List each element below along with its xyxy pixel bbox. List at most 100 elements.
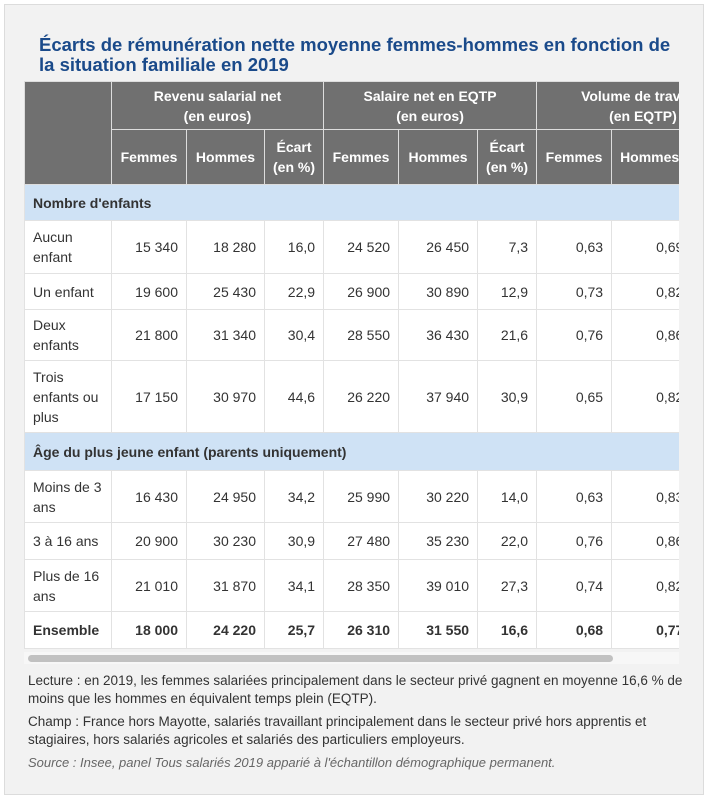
figure-title: Écarts de rémunération nette moyenne fem… <box>39 34 671 75</box>
group-label: Revenu salarial net <box>153 87 282 104</box>
group-unit: (en euros) <box>396 107 464 124</box>
section-row: Âge du plus jeune enfant (parents unique… <box>24 432 679 471</box>
cell-value: 0,74 <box>536 559 613 612</box>
cell-value: 0,63 <box>536 220 613 274</box>
cell-value: 12,9 <box>477 273 538 310</box>
cell-value: 19 600 <box>111 273 187 310</box>
cell-value: 24 520 <box>323 220 400 274</box>
cell-value: 27 480 <box>323 522 400 560</box>
cell-value: 0,73 <box>536 273 613 310</box>
cell-value: 0,65 <box>536 360 613 433</box>
cell-value: 27,3 <box>477 559 538 612</box>
cell-value: 20 900 <box>111 522 187 560</box>
cell-value: 25,7 <box>263 611 325 649</box>
group-header: Salaire net en EQTP (en euros) <box>323 81 538 130</box>
cell-value: 31 870 <box>186 559 265 612</box>
cell-value: 21 010 <box>111 559 187 612</box>
row-label: Moins de 3 ans <box>24 470 112 523</box>
scrollbar-thumb[interactable] <box>28 655 613 662</box>
cell-value: 17 150 <box>111 360 187 433</box>
group-unit: (en EQTP) <box>609 107 677 124</box>
cell-value: 28 350 <box>323 559 400 612</box>
group-unit: (en euros) <box>183 107 252 124</box>
section-row: Nombre d'enfants <box>24 184 679 221</box>
table-row: Aucun enfant 15 340 18 280 16,0 24 520 26 450… <box>24 220 679 274</box>
cell-value: 24 220 <box>186 611 265 649</box>
row-label: Ensemble <box>24 611 112 649</box>
cell-value: 0,82 <box>611 559 679 612</box>
cell-value: 0,77 <box>611 611 679 649</box>
cell-value: 16,6 <box>477 611 538 649</box>
cell-value: 26 220 <box>323 360 400 433</box>
cell-value: 22,0 <box>477 522 538 560</box>
column-header: Femmes <box>536 129 613 185</box>
group-header: Volume de travail (en EQTP) <box>536 81 679 130</box>
column-header: Hommes <box>611 129 679 185</box>
cell-value: 16,0 <box>263 220 325 274</box>
cell-value: 36 430 <box>398 309 479 361</box>
cell-value: 30,4 <box>263 309 325 361</box>
cell-value: 30 220 <box>398 470 479 523</box>
cell-value: 25 430 <box>186 273 265 310</box>
cell-value: 30 890 <box>398 273 479 310</box>
cell-value: 24 950 <box>186 470 265 523</box>
cell-value: 15 340 <box>111 220 187 274</box>
row-label: Plus de 16 ans <box>24 559 112 612</box>
cell-value: 0,82 <box>611 273 679 310</box>
cell-value: 28 550 <box>323 309 400 361</box>
table-scroll-container: Revenu salarial net (en euros) Salaire net… <box>24 81 679 661</box>
cell-value: 30,9 <box>263 522 325 560</box>
cell-value: 26 900 <box>323 273 400 310</box>
column-header: Écart (en %) <box>477 129 538 185</box>
cell-value: 35 230 <box>398 522 479 560</box>
cell-value: 30 230 <box>186 522 265 560</box>
group-header: Revenu salarial net (en euros) <box>110 81 325 130</box>
cell-value: 26 310 <box>323 611 400 649</box>
cell-value: 0,86 <box>611 522 679 560</box>
cell-value: 7,3 <box>477 220 538 274</box>
data-table: Revenu salarial net (en euros) Salaire net… <box>24 81 679 649</box>
cell-value: 18 000 <box>111 611 187 649</box>
horizontal-scrollbar[interactable] <box>24 652 679 664</box>
cell-value: 26 450 <box>398 220 479 274</box>
header-corner <box>24 81 112 185</box>
header-row-columns: Femmes Hommes Écart (en %) Femmes Hommes Écar… <box>25 129 679 185</box>
row-label: 3 à 16 ans <box>24 522 112 560</box>
column-header: Femmes <box>111 129 187 185</box>
cell-value: 39 010 <box>398 559 479 612</box>
cell-value: 34,2 <box>263 470 325 523</box>
row-label: Trois enfants ou plus <box>24 360 112 433</box>
cell-value: 16 430 <box>111 470 187 523</box>
cell-value: 21 800 <box>111 309 187 361</box>
cell-value: 0,82 <box>611 360 679 433</box>
column-header: Hommes <box>186 129 265 185</box>
row-label: Deux enfants <box>24 309 112 361</box>
row-label: Un enfant <box>24 273 112 310</box>
cell-value: 22,9 <box>263 273 325 310</box>
section-label: Nombre d'enfants <box>24 184 679 221</box>
row-label: Aucun enfant <box>24 220 112 274</box>
cell-value: 25 990 <box>323 470 400 523</box>
cell-value: 14,0 <box>477 470 538 523</box>
table-row: Plus de 16 ans 21 010 31 870 34,1 28 350 39 0… <box>24 559 679 612</box>
cell-value: 31 550 <box>398 611 479 649</box>
table-row: 3 à 16 ans 20 900 30 230 30,9 27 480 35 230 22… <box>24 522 679 560</box>
header-row-groups: Revenu salarial net (en euros) Salaire net… <box>24 81 679 185</box>
cell-value: 37 940 <box>398 360 479 433</box>
column-header: Écart (en %) <box>263 129 325 185</box>
group-label: Salaire net en EQTP <box>363 87 497 104</box>
table-row: Un enfant 19 600 25 430 22,9 26 900 30 890 12,… <box>24 273 679 310</box>
notes: Lecture : en 2019, les femmes salariées … <box>28 672 688 777</box>
section-label: Âge du plus jeune enfant (parents unique… <box>24 432 679 471</box>
table-row: Trois enfants ou plus 17 150 30 970 44,6 26 … <box>24 360 679 433</box>
cell-value: 0,63 <box>536 470 613 523</box>
cell-value: 30 970 <box>186 360 265 433</box>
group-label: Volume de travail <box>581 87 679 104</box>
note-champ: Champ : France hors Mayotte, salariés tr… <box>28 714 647 747</box>
cell-value: 0,76 <box>536 522 613 560</box>
cell-value: 31 340 <box>186 309 265 361</box>
note-source: Source : Insee, panel Tous salariés 2019… <box>28 755 556 770</box>
cell-value: 18 280 <box>186 220 265 274</box>
cell-value: 44,6 <box>263 360 325 433</box>
cell-value: 0,86 <box>611 309 679 361</box>
